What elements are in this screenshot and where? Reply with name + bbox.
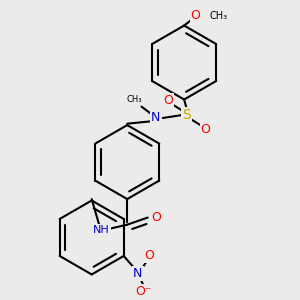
Text: O: O <box>190 9 200 22</box>
Text: O: O <box>200 123 210 136</box>
Text: O: O <box>144 250 154 262</box>
Text: O: O <box>164 94 173 107</box>
Text: N: N <box>151 112 160 124</box>
Text: N: N <box>133 266 142 280</box>
Text: CH₃: CH₃ <box>210 11 228 21</box>
Text: O: O <box>151 211 160 224</box>
Text: CH₃: CH₃ <box>127 95 142 104</box>
Text: NH: NH <box>93 225 110 236</box>
Text: S: S <box>183 108 191 122</box>
Text: O⁻: O⁻ <box>135 285 152 298</box>
